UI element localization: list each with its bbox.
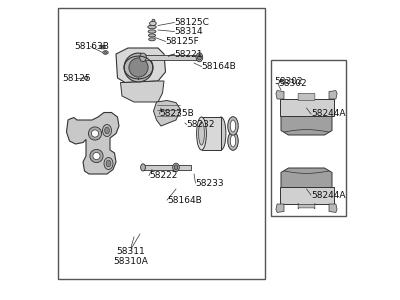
- Circle shape: [91, 130, 99, 137]
- Ellipse shape: [148, 25, 156, 29]
- Ellipse shape: [152, 19, 155, 22]
- Text: 58221: 58221: [174, 50, 203, 58]
- Ellipse shape: [148, 30, 156, 33]
- Polygon shape: [154, 100, 180, 126]
- Polygon shape: [281, 168, 332, 188]
- Ellipse shape: [84, 76, 88, 80]
- Polygon shape: [116, 48, 166, 82]
- Ellipse shape: [216, 117, 226, 150]
- Circle shape: [90, 149, 103, 163]
- Polygon shape: [276, 91, 284, 99]
- Ellipse shape: [198, 55, 201, 60]
- Text: 58164B: 58164B: [167, 196, 202, 205]
- Ellipse shape: [104, 52, 107, 53]
- Bar: [270, 60, 346, 216]
- Ellipse shape: [230, 135, 236, 147]
- Text: 58310A: 58310A: [114, 256, 148, 266]
- Text: 58125: 58125: [62, 74, 91, 83]
- Polygon shape: [329, 204, 337, 212]
- Ellipse shape: [141, 164, 146, 171]
- Polygon shape: [120, 81, 164, 102]
- Text: 58311: 58311: [117, 248, 145, 256]
- Text: 58125F: 58125F: [166, 37, 199, 46]
- Ellipse shape: [100, 45, 105, 49]
- Text: 58125C: 58125C: [174, 18, 209, 27]
- Polygon shape: [280, 187, 334, 204]
- Ellipse shape: [140, 53, 146, 61]
- Ellipse shape: [104, 158, 113, 169]
- Bar: [140, 55, 200, 60]
- Text: 58314: 58314: [174, 27, 203, 36]
- Polygon shape: [329, 91, 337, 99]
- Polygon shape: [281, 116, 332, 135]
- Ellipse shape: [228, 132, 238, 150]
- Circle shape: [93, 152, 100, 160]
- Ellipse shape: [101, 46, 104, 48]
- Ellipse shape: [174, 165, 178, 170]
- Bar: [58, 8, 264, 279]
- Ellipse shape: [196, 53, 203, 62]
- FancyBboxPatch shape: [298, 203, 315, 209]
- Ellipse shape: [230, 120, 236, 132]
- Text: 58302: 58302: [274, 77, 303, 86]
- Ellipse shape: [150, 21, 156, 26]
- FancyBboxPatch shape: [298, 93, 315, 100]
- Ellipse shape: [103, 51, 108, 54]
- Polygon shape: [280, 99, 334, 116]
- Ellipse shape: [198, 122, 204, 145]
- Text: 58244A: 58244A: [311, 110, 346, 118]
- Text: 58164B: 58164B: [202, 62, 236, 71]
- Ellipse shape: [197, 117, 206, 150]
- Bar: [202, 117, 221, 150]
- Text: 58222: 58222: [149, 171, 177, 180]
- Circle shape: [129, 58, 148, 77]
- Text: 58302: 58302: [278, 80, 307, 88]
- Text: 58235B: 58235B: [160, 110, 194, 118]
- Ellipse shape: [148, 34, 156, 37]
- Circle shape: [88, 127, 102, 140]
- Polygon shape: [66, 112, 119, 174]
- Ellipse shape: [105, 127, 110, 134]
- Ellipse shape: [228, 117, 238, 135]
- Text: 58244A: 58244A: [311, 190, 346, 200]
- Polygon shape: [276, 204, 284, 212]
- Ellipse shape: [106, 160, 111, 167]
- Text: 58163B: 58163B: [74, 42, 109, 51]
- Bar: [143, 165, 191, 169]
- Ellipse shape: [173, 163, 179, 172]
- Text: 58233: 58233: [196, 178, 224, 188]
- Ellipse shape: [102, 124, 112, 136]
- Text: 58232: 58232: [186, 120, 215, 129]
- Ellipse shape: [149, 38, 155, 41]
- Circle shape: [124, 53, 153, 82]
